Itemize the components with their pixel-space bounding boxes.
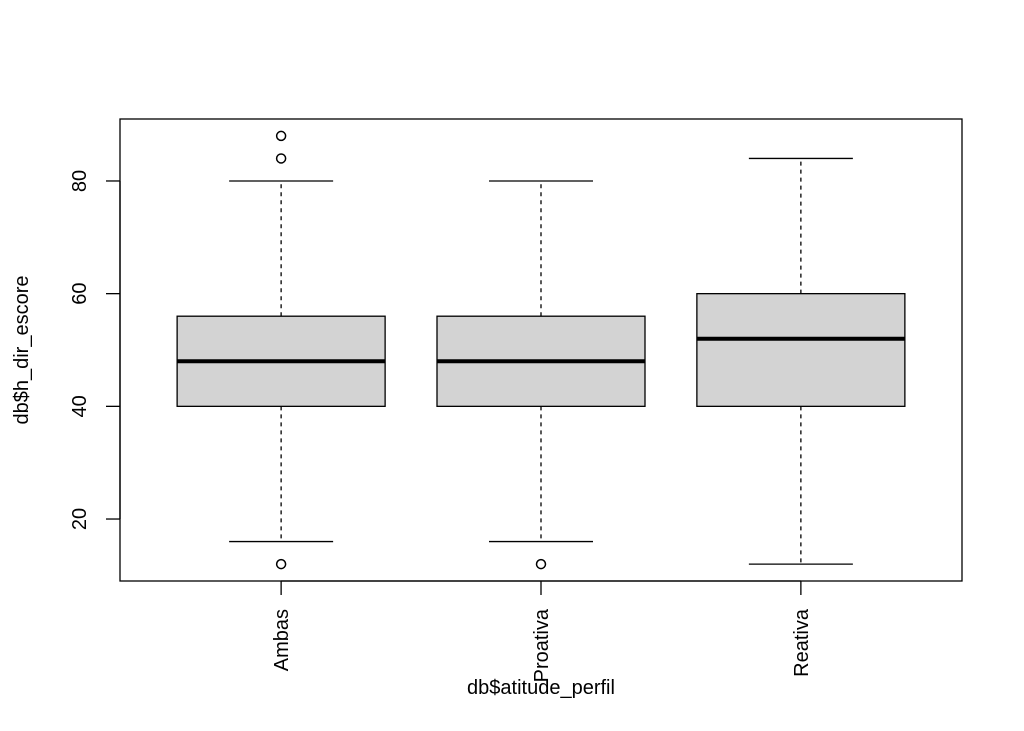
plot-marks xyxy=(176,130,906,570)
y-tick-label: 80 xyxy=(69,170,91,192)
y-tick-label: 60 xyxy=(69,283,91,305)
box-group-reativa xyxy=(696,157,906,565)
outlier-point xyxy=(275,130,287,142)
y-tick-label: 20 xyxy=(69,508,91,530)
x-tick-label: Ambas xyxy=(271,609,293,671)
y-axis: 20 40 60 80 xyxy=(69,170,121,530)
x-axis-title: db$atitude_perfil xyxy=(467,677,615,699)
box-group-ambas xyxy=(176,130,386,570)
iqr-box xyxy=(696,293,906,407)
outlier-point xyxy=(535,558,547,570)
box-group-proativa xyxy=(436,180,646,570)
x-axis: Ambas Proativa Reativa xyxy=(271,580,813,682)
outlier-point xyxy=(275,153,287,164)
x-tick-label: Proativa xyxy=(531,608,553,682)
y-axis-title: db$h_dir_escore xyxy=(11,276,33,425)
y-tick-label: 40 xyxy=(69,395,91,417)
x-tick-label: Reativa xyxy=(791,608,813,677)
outlier-point xyxy=(275,558,287,570)
